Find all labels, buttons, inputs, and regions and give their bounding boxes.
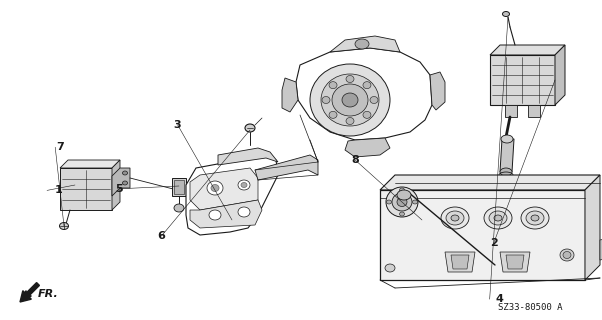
Bar (490, 55, 555, 105)
Ellipse shape (355, 39, 369, 49)
Polygon shape (506, 255, 524, 269)
Polygon shape (451, 255, 469, 269)
Polygon shape (282, 78, 298, 112)
Text: 7: 7 (57, 142, 64, 152)
Ellipse shape (122, 171, 128, 175)
Ellipse shape (346, 76, 354, 83)
Polygon shape (555, 45, 565, 105)
Ellipse shape (400, 212, 405, 216)
Ellipse shape (174, 204, 184, 212)
Ellipse shape (503, 12, 509, 17)
Polygon shape (330, 36, 400, 52)
Polygon shape (112, 168, 130, 196)
Ellipse shape (209, 210, 221, 220)
Polygon shape (60, 160, 120, 168)
Ellipse shape (332, 84, 368, 116)
Ellipse shape (531, 215, 539, 221)
Text: FR.: FR. (38, 289, 59, 299)
Ellipse shape (489, 211, 507, 225)
Polygon shape (430, 72, 445, 110)
Polygon shape (112, 160, 120, 210)
Text: 1: 1 (55, 185, 63, 196)
Ellipse shape (329, 82, 337, 89)
Ellipse shape (526, 211, 544, 225)
Ellipse shape (241, 182, 247, 188)
Ellipse shape (238, 180, 250, 190)
Polygon shape (190, 200, 262, 228)
Text: 3: 3 (174, 120, 181, 130)
Ellipse shape (238, 207, 250, 217)
Polygon shape (380, 175, 600, 190)
Polygon shape (218, 148, 278, 165)
Polygon shape (296, 48, 432, 140)
Bar (380, 190, 585, 280)
Text: SZ33-80500 A: SZ33-80500 A (498, 303, 562, 313)
Ellipse shape (342, 93, 358, 107)
Polygon shape (445, 252, 475, 272)
Text: 2: 2 (490, 238, 497, 248)
Ellipse shape (329, 111, 337, 118)
Ellipse shape (397, 190, 411, 200)
Ellipse shape (441, 207, 469, 229)
Ellipse shape (370, 97, 378, 103)
Ellipse shape (397, 197, 407, 206)
Bar (172, 178, 186, 196)
Ellipse shape (207, 181, 223, 195)
Bar (60, 168, 112, 210)
Ellipse shape (322, 97, 330, 103)
Ellipse shape (451, 215, 459, 221)
Ellipse shape (60, 222, 69, 229)
Ellipse shape (386, 187, 418, 217)
Polygon shape (500, 252, 530, 272)
FancyArrow shape (20, 283, 39, 302)
Polygon shape (500, 139, 514, 172)
Text: 6: 6 (157, 231, 166, 241)
Text: 4: 4 (495, 294, 504, 304)
Bar (505, 105, 517, 117)
Ellipse shape (363, 111, 371, 118)
Bar (174, 180, 184, 194)
Polygon shape (600, 238, 602, 260)
Ellipse shape (346, 117, 354, 124)
Text: 8: 8 (352, 155, 359, 165)
Ellipse shape (484, 207, 512, 229)
Polygon shape (255, 155, 318, 180)
Ellipse shape (385, 264, 395, 272)
Ellipse shape (245, 124, 255, 132)
Polygon shape (186, 155, 278, 235)
Bar (528, 105, 540, 117)
Ellipse shape (211, 185, 219, 191)
Polygon shape (490, 45, 565, 55)
Ellipse shape (122, 181, 128, 185)
Ellipse shape (560, 249, 574, 261)
Ellipse shape (412, 200, 418, 204)
Ellipse shape (392, 193, 412, 211)
Ellipse shape (386, 200, 391, 204)
Ellipse shape (494, 215, 502, 221)
Polygon shape (190, 168, 258, 210)
Ellipse shape (501, 135, 513, 143)
Ellipse shape (521, 207, 549, 229)
Ellipse shape (321, 74, 379, 126)
Polygon shape (345, 138, 390, 157)
Polygon shape (585, 175, 600, 280)
Ellipse shape (310, 64, 390, 136)
Ellipse shape (563, 252, 571, 259)
Ellipse shape (363, 82, 371, 89)
Ellipse shape (500, 168, 512, 176)
Text: 5: 5 (116, 184, 123, 194)
Ellipse shape (400, 188, 405, 192)
Ellipse shape (446, 211, 464, 225)
